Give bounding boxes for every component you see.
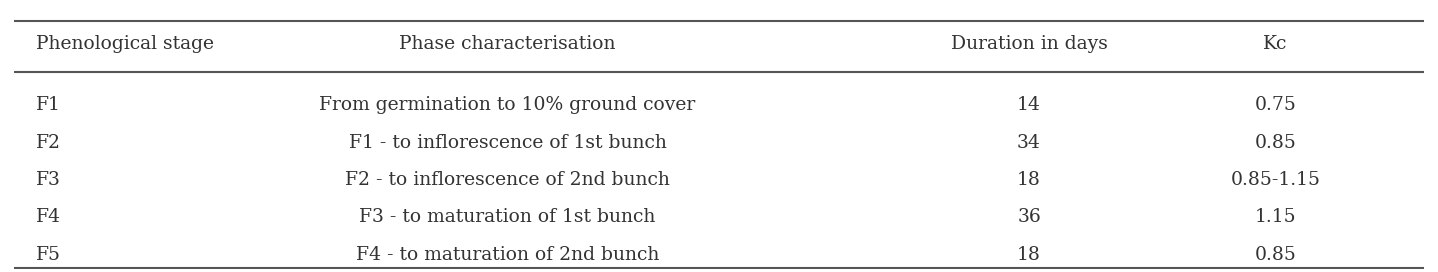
Text: 36: 36 bbox=[1017, 208, 1041, 226]
Text: F2 - to inflorescence of 2nd bunch: F2 - to inflorescence of 2nd bunch bbox=[345, 171, 670, 189]
Text: F2: F2 bbox=[36, 134, 60, 152]
Text: 18: 18 bbox=[1017, 171, 1041, 189]
Text: F5: F5 bbox=[36, 246, 60, 264]
Text: Phenological stage: Phenological stage bbox=[36, 35, 213, 53]
Text: F1: F1 bbox=[36, 96, 60, 114]
Text: 14: 14 bbox=[1017, 96, 1041, 114]
Text: From germination to 10% ground cover: From germination to 10% ground cover bbox=[319, 96, 696, 114]
Text: F4 - to maturation of 2nd bunch: F4 - to maturation of 2nd bunch bbox=[357, 246, 659, 264]
Text: 0.85-1.15: 0.85-1.15 bbox=[1231, 171, 1320, 189]
Text: Phase characterisation: Phase characterisation bbox=[400, 35, 615, 53]
Text: 0.85: 0.85 bbox=[1255, 246, 1297, 264]
Text: 0.85: 0.85 bbox=[1255, 134, 1297, 152]
Text: F3 - to maturation of 1st bunch: F3 - to maturation of 1st bunch bbox=[360, 208, 656, 226]
Text: 18: 18 bbox=[1017, 246, 1041, 264]
Text: Duration in days: Duration in days bbox=[951, 35, 1107, 53]
Text: F3: F3 bbox=[36, 171, 60, 189]
Text: 1.15: 1.15 bbox=[1255, 208, 1297, 226]
Text: F1 - to inflorescence of 1st bunch: F1 - to inflorescence of 1st bunch bbox=[348, 134, 667, 152]
Text: 0.75: 0.75 bbox=[1255, 96, 1297, 114]
Text: F4: F4 bbox=[36, 208, 60, 226]
Text: 34: 34 bbox=[1017, 134, 1041, 152]
Text: Kc: Kc bbox=[1264, 35, 1288, 53]
